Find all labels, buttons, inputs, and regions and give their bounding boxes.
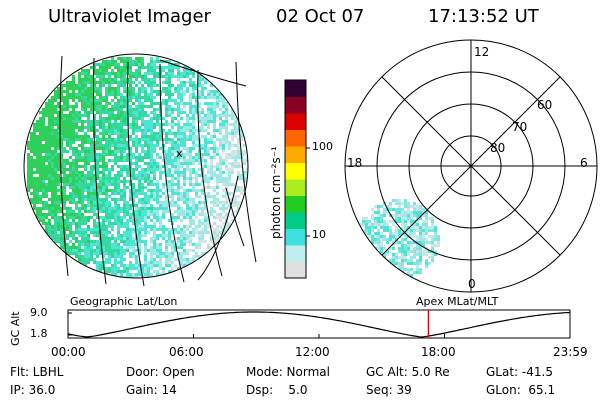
mlt-label-6: 6 [580,156,588,170]
time-tick-0600: 06:00 [169,345,204,359]
altitude-axis-ticks [67,312,571,338]
geo-grid-line [197,175,239,281]
colorbar-frame [284,79,307,279]
gc-alt-axis-label: GC Alt [9,311,22,346]
colorbar-segment [285,212,306,229]
status-gc-alt: GC Alt: 5.0 Re [366,365,450,379]
status-mode: Mode: Normal [246,365,330,379]
colorbar-segment [285,80,306,97]
colorbar-segment [285,129,306,147]
uv-emission-map [27,57,248,278]
mlt-meridian [381,76,561,256]
geographic-caption: Geographic Lat/Lon [70,295,178,308]
altitude-plot [67,309,571,339]
colorbar-segment [285,261,306,279]
subsolar-marker-icon: x [176,147,183,160]
date-label: 02 Oct 07 [276,6,365,27]
mlt-label-0: 0 [468,277,476,291]
geo-grid-line [159,63,185,283]
geo-grid-line [59,55,69,277]
geo-grid-line [127,61,145,287]
geographic-disk: x [23,53,257,287]
colorbar-unit-label: photon cm⁻²s⁻¹ [269,146,283,239]
orbit-altitude-curve [67,311,571,338]
status-dsp: Dsp: 5.0 [246,383,308,397]
polar-grid [344,39,598,293]
colorbar-segment [285,195,306,213]
status-door: Door: Open [126,365,195,379]
instrument-title: Ultraviolet Imager [48,6,211,27]
time-tick-1200: 12:00 [295,345,330,359]
colorbar-segment [285,146,306,163]
colorbar-tick-100: 100 [312,140,333,153]
colorbar-ticks [306,147,310,237]
geo-grid-line [235,61,257,263]
mlat-label-70: 70 [512,120,528,134]
status-filter: Flt: LBHL [10,365,64,379]
colorbar-tick-10: 10 [312,228,326,241]
colorbar-segment [285,228,306,246]
status-ip: IP: 36.0 [10,383,56,397]
colorbar-segment [285,113,306,130]
time-label: 17:13:52 UT [428,6,539,27]
status-seq: Seq: 39 [366,383,412,397]
polar-panel [344,39,598,293]
geographic-grid [23,53,257,287]
status-gain: Gain: 14 [126,383,177,397]
colorbar-gradient [285,80,306,279]
alt-tick-1-8: 1.8 [30,327,48,340]
status-glat: GLat: -41.5 [486,365,553,379]
colorbar [284,79,310,279]
mlat-label-60: 60 [537,98,553,112]
time-tick-2359: 23:59 [553,345,588,359]
geo-grid-line [159,59,247,87]
apex-caption: Apex MLat/MLT [416,295,499,308]
status-glon: GLon: 65.1 [486,383,556,397]
mlt-label-18: 18 [347,156,363,170]
colorbar-segment [285,162,306,180]
altitude-plot-frame [67,309,571,339]
time-tick-0000: 00:00 [51,345,86,359]
time-tick-1800: 18:00 [421,345,456,359]
colorbar-segment [285,179,306,196]
geo-grid-line [93,57,107,285]
mlt-label-12: 12 [474,45,490,59]
colorbar-segment [285,96,306,114]
alt-tick-9: 9.0 [30,306,48,319]
colorbar-segment [285,245,306,262]
mlat-label-80: 80 [490,141,506,155]
geo-grid-line [225,187,245,247]
